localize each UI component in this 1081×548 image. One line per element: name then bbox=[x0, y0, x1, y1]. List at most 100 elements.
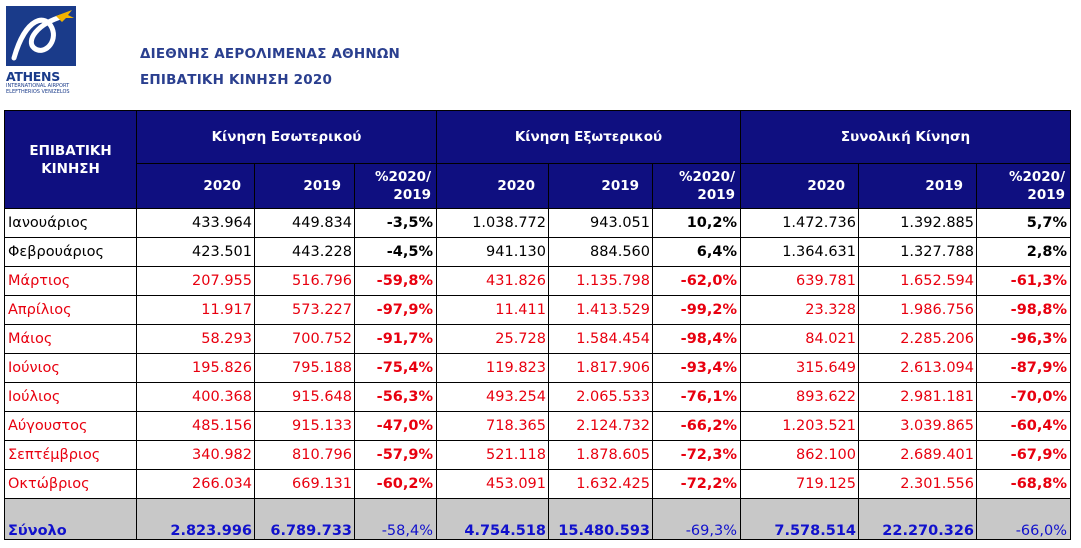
total-international-2019-cell: 15.480.593 bbox=[548, 498, 653, 540]
total-pct-cell: -87,9% bbox=[976, 353, 1071, 383]
pct-line1: %2020/ bbox=[678, 169, 735, 185]
domestic-2019-cell: 915.648 bbox=[254, 382, 355, 412]
month-cell: Ιανουάριος bbox=[4, 208, 137, 238]
total-2019-cell: 1.986.756 bbox=[858, 295, 977, 325]
col-header-2020: 2020 bbox=[136, 163, 255, 209]
pct-line2: 2019 bbox=[1027, 187, 1065, 203]
pct-line1: %2020/ bbox=[374, 169, 431, 185]
total-pct-cell: -60,4% bbox=[976, 411, 1071, 441]
international-2019-cell: 2.065.533 bbox=[548, 382, 653, 412]
domestic-2020-cell: 58.293 bbox=[136, 324, 255, 354]
month-cell: Αύγουστος bbox=[4, 411, 137, 441]
table-body: Ιανουάριος 433.964 449.834 -3,5% 1.038.772 94… bbox=[4, 208, 1071, 540]
month-cell: Ιούλιος bbox=[4, 382, 137, 412]
international-2019-cell: 1.135.798 bbox=[548, 266, 653, 296]
total-2019-cell: 1.652.594 bbox=[858, 266, 977, 296]
pct-line1: %2020/ bbox=[1008, 169, 1065, 185]
international-pct-cell: -72,2% bbox=[652, 469, 741, 499]
international-2020-cell: 25.728 bbox=[436, 324, 549, 354]
total-domestic-pct-cell: -58,4% bbox=[354, 498, 437, 540]
total-2019-cell: 3.039.865 bbox=[858, 411, 977, 441]
international-2019-cell: 1.413.529 bbox=[548, 295, 653, 325]
col-header-2020: 2020 bbox=[436, 163, 549, 209]
month-cell: Μάιος bbox=[4, 324, 137, 354]
international-2020-cell: 431.826 bbox=[436, 266, 549, 296]
total-2019-cell: 2.613.094 bbox=[858, 353, 977, 383]
total-pct-cell: 2,8% bbox=[976, 237, 1071, 267]
total-domestic-2020-cell: 2.823.996 bbox=[136, 498, 255, 540]
domestic-pct-cell: -59,8% bbox=[354, 266, 437, 296]
domestic-2020-cell: 340.982 bbox=[136, 440, 255, 470]
corner-label-line1: ΕΠΙΒΑΤΙΚΗ bbox=[29, 142, 112, 159]
domestic-pct-cell: -3,5% bbox=[354, 208, 437, 238]
logo-emblem bbox=[6, 6, 76, 66]
group-header-total: Συνολική Κίνηση bbox=[740, 110, 1071, 164]
domestic-2019-cell: 669.131 bbox=[254, 469, 355, 499]
international-2019-cell: 943.051 bbox=[548, 208, 653, 238]
logo-subtitle-2: ELEFTHERIOS VENIZELOS bbox=[6, 89, 70, 95]
international-2020-cell: 493.254 bbox=[436, 382, 549, 412]
total-total-2020-cell: 7.578.514 bbox=[740, 498, 859, 540]
table-row: Μάρτιος 207.955 516.796 -59,8% 431.826 1.135.… bbox=[4, 266, 1071, 296]
corner-label-line2: ΚΙΝΗΣΗ bbox=[41, 160, 100, 177]
domestic-2019-cell: 516.796 bbox=[254, 266, 355, 296]
total-2020-cell: 639.781 bbox=[740, 266, 859, 296]
passenger-traffic-table: ΕΠΙΒΑΤΙΚΗ ΚΙΝΗΣΗ Κίνηση Εσωτερικού Κίνησ… bbox=[4, 110, 1071, 540]
table-row: Μάιος 58.293 700.752 -91,7% 25.728 1.584.454-… bbox=[4, 324, 1071, 354]
domestic-2020-cell: 11.917 bbox=[136, 295, 255, 325]
international-2020-cell: 119.823 bbox=[436, 353, 549, 383]
month-cell: Μάρτιος bbox=[4, 266, 137, 296]
international-2020-cell: 1.038.772 bbox=[436, 208, 549, 238]
col-header-pct: %2020/2019 bbox=[976, 163, 1071, 209]
total-2020-cell: 862.100 bbox=[740, 440, 859, 470]
sub-header-row: 2020 2019 %2020/2019 2020 2019 %2020/201… bbox=[5, 163, 1071, 209]
total-pct-cell: -68,8% bbox=[976, 469, 1071, 499]
domestic-2020-cell: 195.826 bbox=[136, 353, 255, 383]
total-2020-cell: 315.649 bbox=[740, 353, 859, 383]
total-pct-cell: 5,7% bbox=[976, 208, 1071, 238]
total-pct-cell: -61,3% bbox=[976, 266, 1071, 296]
international-2020-cell: 453.091 bbox=[436, 469, 549, 499]
domestic-pct-cell: -97,9% bbox=[354, 295, 437, 325]
total-2019-cell: 1.392.885 bbox=[858, 208, 977, 238]
international-2020-cell: 718.365 bbox=[436, 411, 549, 441]
table-row: Σεπτέμβριος 340.982 810.796 -57,9% 521.118 1.… bbox=[4, 440, 1071, 470]
table-row: Ιούλιος 400.368 915.648 -56,3% 493.254 2.065.… bbox=[4, 382, 1071, 412]
domestic-pct-cell: -56,3% bbox=[354, 382, 437, 412]
total-2019-cell: 2.689.401 bbox=[858, 440, 977, 470]
domestic-2020-cell: 207.955 bbox=[136, 266, 255, 296]
total-2020-cell: 1.472.736 bbox=[740, 208, 859, 238]
logo-name: ATHENS bbox=[6, 69, 60, 84]
total-2020-cell: 719.125 bbox=[740, 469, 859, 499]
domestic-pct-cell: -60,2% bbox=[354, 469, 437, 499]
international-2019-cell: 1.584.454 bbox=[548, 324, 653, 354]
total-row: Σύνολο 2.823.996 6.789.733 -58,4% 4.754.518 1… bbox=[4, 498, 1071, 540]
domestic-2019-cell: 915.133 bbox=[254, 411, 355, 441]
logo-text: ATHENS INTERNATIONAL AIRPORT ELEFTHERIOS… bbox=[6, 70, 78, 95]
international-pct-cell: -99,2% bbox=[652, 295, 741, 325]
total-2019-cell: 2.285.206 bbox=[858, 324, 977, 354]
total-2019-cell: 1.327.788 bbox=[858, 237, 977, 267]
group-header-domestic: Κίνηση Εσωτερικού bbox=[136, 110, 437, 164]
total-pct-cell: -96,3% bbox=[976, 324, 1071, 354]
domestic-2019-cell: 795.188 bbox=[254, 353, 355, 383]
logo-subtitle-1: INTERNATIONAL AIRPORT bbox=[6, 83, 70, 89]
international-2019-cell: 1.817.906 bbox=[548, 353, 653, 383]
international-2019-cell: 1.632.425 bbox=[548, 469, 653, 499]
domestic-pct-cell: -57,9% bbox=[354, 440, 437, 470]
table-row: Απρίλιος 11.917 573.227 -97,9% 11.411 1.413.5… bbox=[4, 295, 1071, 325]
international-2020-cell: 521.118 bbox=[436, 440, 549, 470]
col-header-2020: 2020 bbox=[740, 163, 859, 209]
total-2020-cell: 893.622 bbox=[740, 382, 859, 412]
col-header-2019: 2019 bbox=[548, 163, 653, 209]
table-row: Φεβρουάριος 423.501 443.228 -4,5% 941.130 884… bbox=[4, 237, 1071, 267]
table-row: Ιούνιος 195.826 795.188 -75,4% 119.823 1.817.… bbox=[4, 353, 1071, 383]
domestic-2019-cell: 573.227 bbox=[254, 295, 355, 325]
corner-header: ΕΠΙΒΑΤΙΚΗ ΚΙΝΗΣΗ bbox=[4, 110, 137, 209]
international-2020-cell: 941.130 bbox=[436, 237, 549, 267]
month-cell: Οκτώβριος bbox=[4, 469, 137, 499]
international-2019-cell: 1.878.605 bbox=[548, 440, 653, 470]
total-domestic-2019-cell: 6.789.733 bbox=[254, 498, 355, 540]
total-2020-cell: 1.364.631 bbox=[740, 237, 859, 267]
table-row: Οκτώβριος 266.034 669.131 -60,2% 453.091 1.63… bbox=[4, 469, 1071, 499]
